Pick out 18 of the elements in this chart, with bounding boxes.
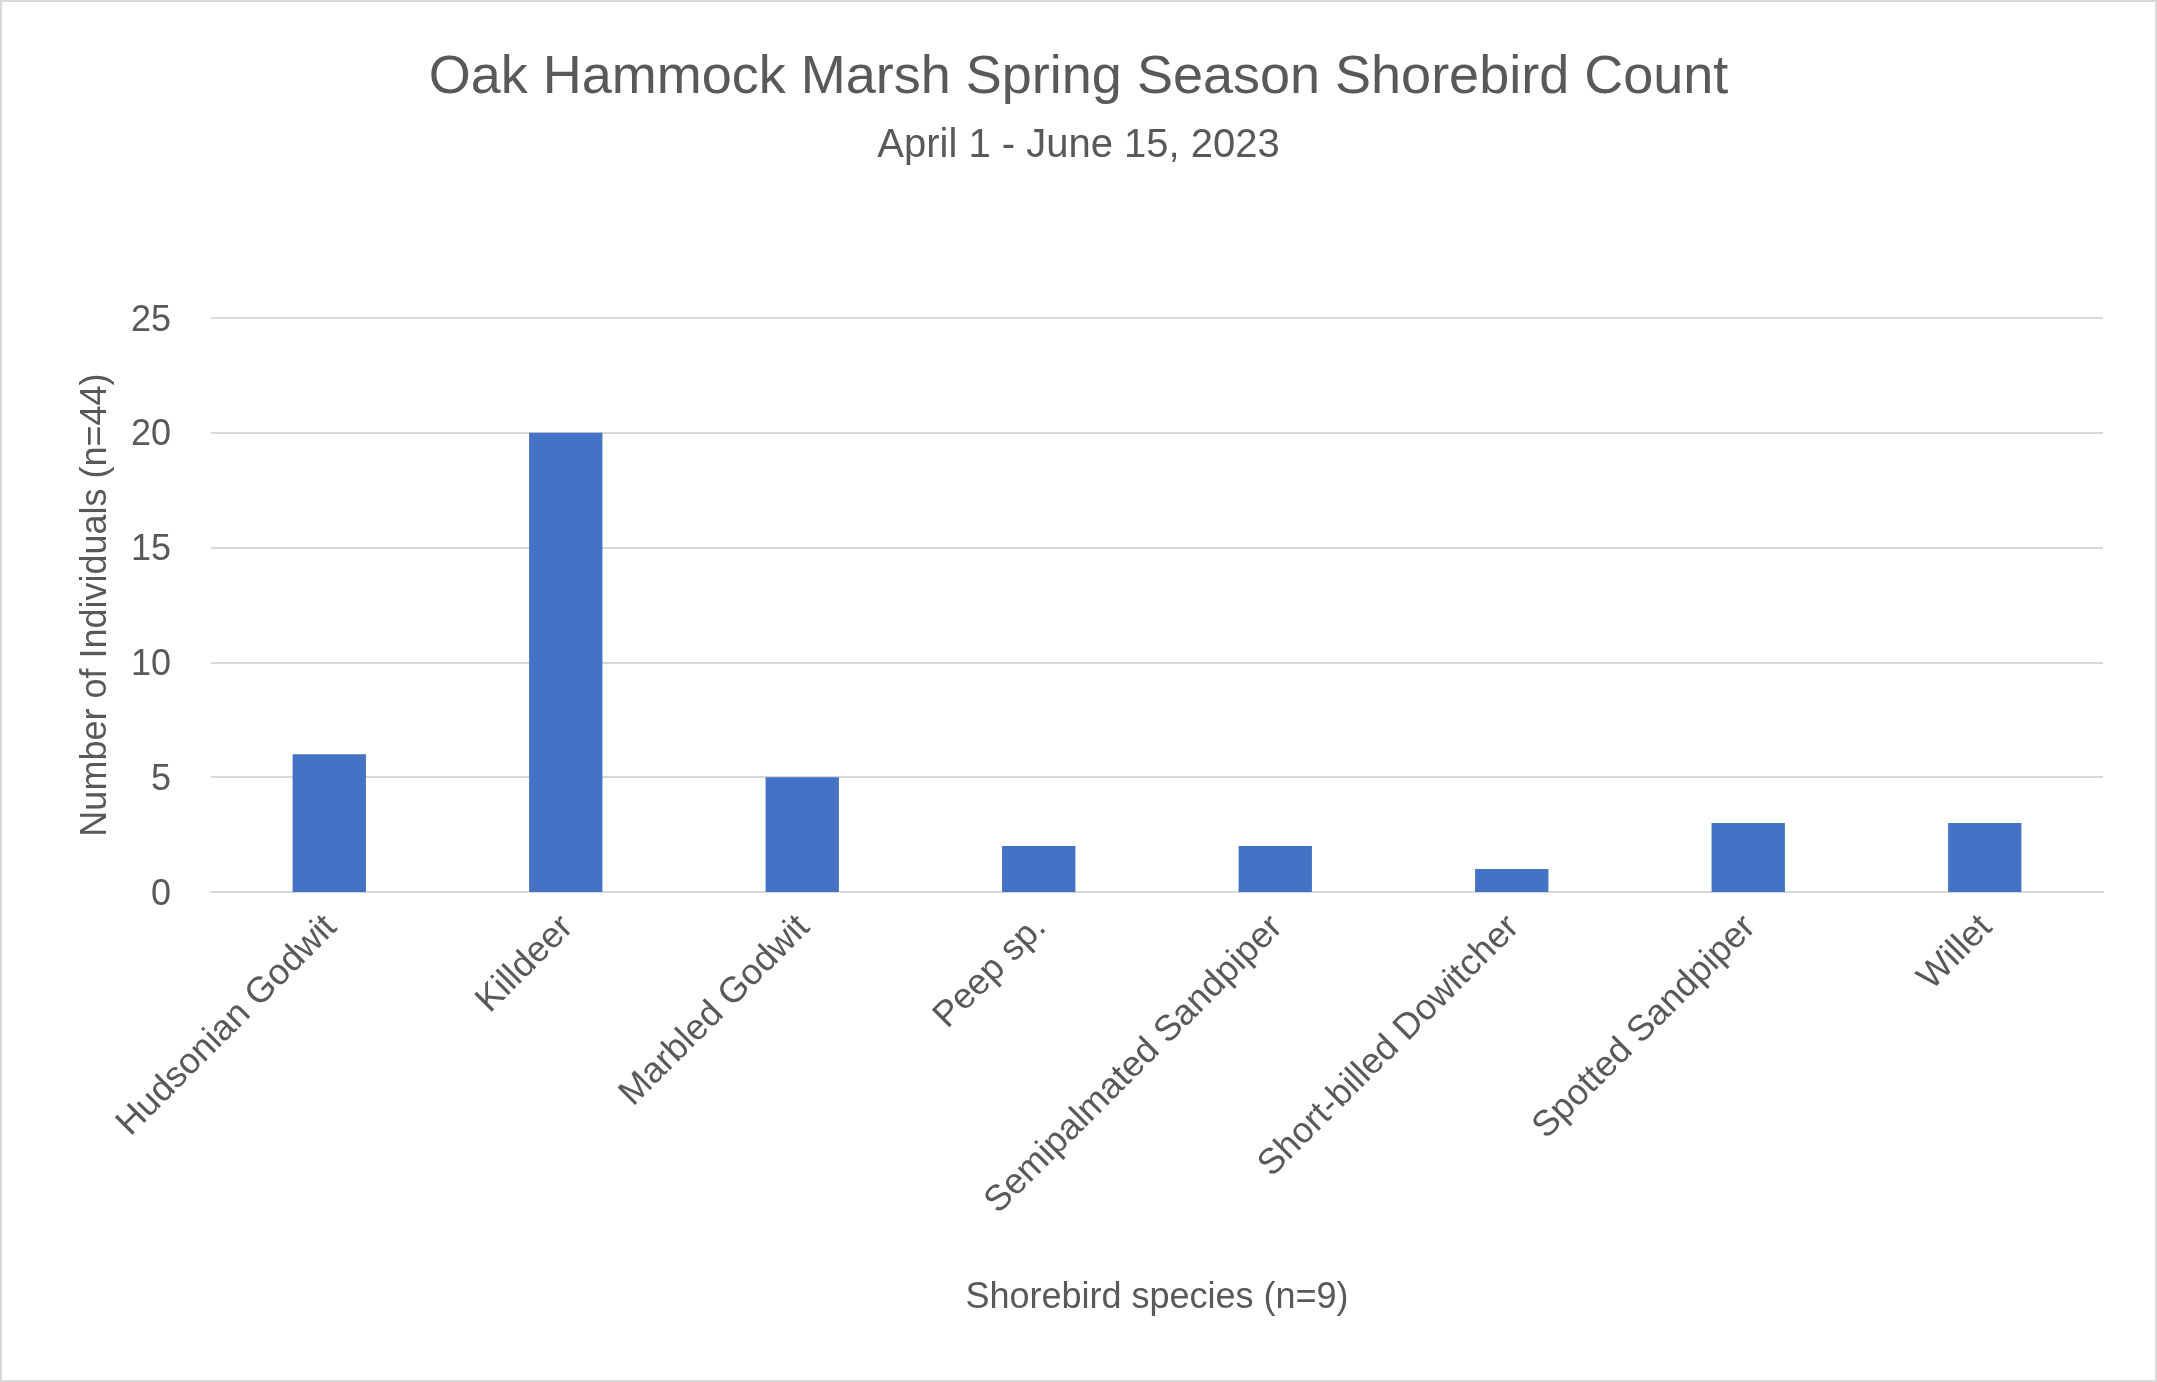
bar xyxy=(529,432,603,892)
bar xyxy=(1238,846,1312,892)
bar xyxy=(1711,823,1785,892)
y-tick-label: 5 xyxy=(150,756,171,798)
bar xyxy=(1948,823,2022,892)
chart-subtitle: April 1 - June 15, 2023 xyxy=(877,121,1280,165)
y-tick-label: 0 xyxy=(150,871,171,913)
bar xyxy=(765,777,839,892)
y-axis-title: Number of Individuals (n=44) xyxy=(72,373,114,837)
bar xyxy=(1475,869,1549,892)
bar xyxy=(1002,846,1076,892)
chart-title: Oak Hammock Marsh Spring Season Shorebird Count xyxy=(428,44,1729,104)
y-tick-label: 25 xyxy=(130,297,171,339)
bar xyxy=(292,754,366,892)
y-tick-label: 10 xyxy=(130,641,171,683)
y-tick-label: 15 xyxy=(130,527,171,569)
y-tick-label: 20 xyxy=(130,412,171,454)
x-axis-title: Shorebird species (n=9) xyxy=(965,1274,1349,1316)
